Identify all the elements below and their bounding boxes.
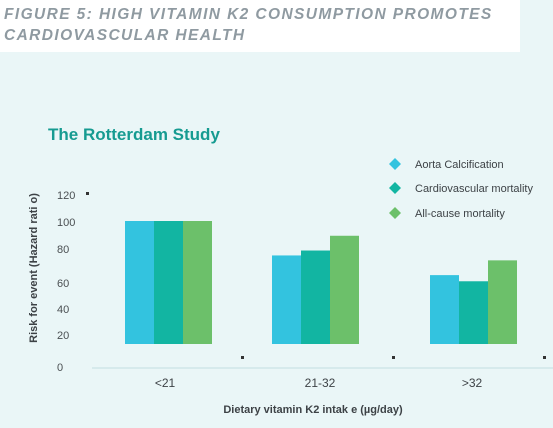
y-axis: 0 20 40 60 80 100 120 bbox=[57, 190, 75, 374]
bar bbox=[154, 221, 183, 344]
bar bbox=[459, 281, 488, 344]
bar bbox=[183, 221, 212, 344]
x-tick-label: 21-32 bbox=[305, 376, 336, 390]
y-tick-label: 80 bbox=[57, 244, 69, 256]
bar bbox=[430, 275, 459, 344]
figure-title: FIGURE 5: HIGH VITAMIN K2 CONSUMPTION PR… bbox=[4, 6, 493, 44]
legend-label: Cardiovascular mortality bbox=[415, 183, 533, 195]
y-tick-label: 120 bbox=[57, 190, 75, 202]
x-tick-label: <21 bbox=[155, 376, 176, 390]
legend-marker bbox=[389, 207, 401, 219]
axis-marker bbox=[241, 356, 244, 359]
legend-label: All-cause mortality bbox=[415, 208, 505, 220]
bars bbox=[125, 221, 517, 344]
x-axis-label: Dietary vitamin K2 intak e (µg/day) bbox=[223, 404, 403, 416]
bar bbox=[272, 255, 301, 344]
legend-marker bbox=[389, 182, 401, 194]
legend: Aorta Calcification Cardiovascular mortal… bbox=[389, 158, 533, 220]
figure-header: FIGURE 5: HIGH VITAMIN K2 CONSUMPTION PR… bbox=[0, 0, 520, 52]
bar bbox=[330, 235, 359, 344]
bar bbox=[125, 221, 154, 344]
legend-label: Aorta Calcification bbox=[415, 159, 504, 171]
y-tick-label: 40 bbox=[57, 304, 69, 316]
legend-marker bbox=[389, 158, 401, 170]
y-tick-label: 60 bbox=[57, 278, 69, 290]
y-tick-label: 100 bbox=[57, 217, 75, 229]
axis-marker bbox=[392, 356, 395, 359]
x-axis: <21 21-32 >32 bbox=[155, 376, 483, 390]
bar bbox=[488, 260, 517, 344]
y-axis-label: Risk for event (Hazard rati o) bbox=[28, 193, 40, 343]
y-tick-label: 0 bbox=[57, 362, 63, 374]
y-tick-label: 20 bbox=[57, 330, 69, 342]
chart-panel bbox=[0, 52, 553, 428]
axis-marker bbox=[543, 356, 546, 359]
chart-title: The Rotterdam Study bbox=[48, 125, 220, 144]
bar bbox=[301, 250, 330, 344]
x-tick-label: >32 bbox=[462, 376, 483, 390]
axis-marker bbox=[86, 192, 89, 195]
